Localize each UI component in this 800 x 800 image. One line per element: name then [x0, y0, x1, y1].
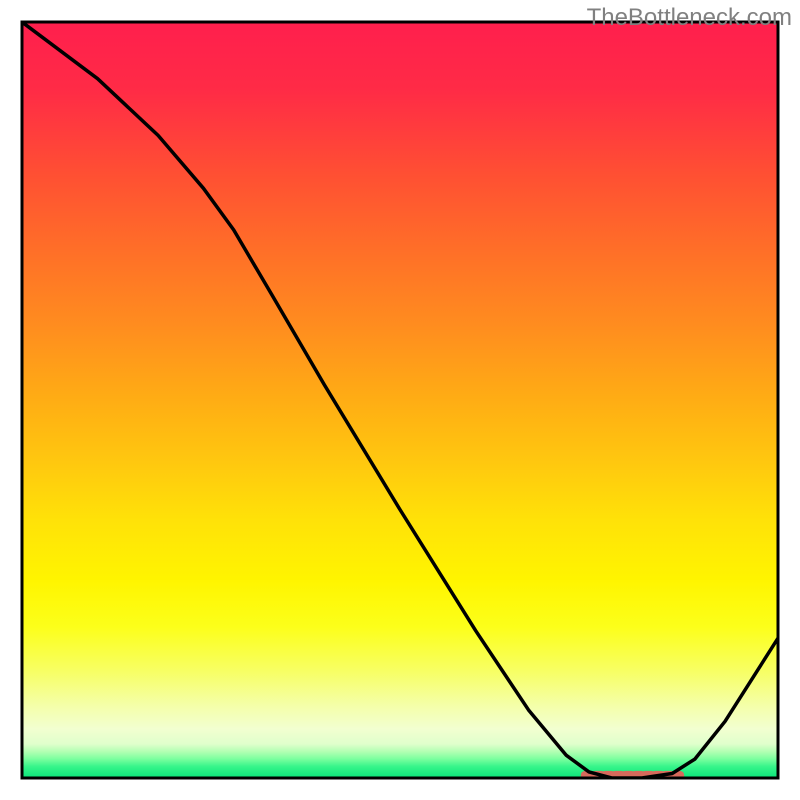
chart-container: TheBottleneck.com: [0, 0, 800, 800]
gradient-background: [22, 22, 778, 778]
attribution-label: TheBottleneck.com: [587, 4, 792, 32]
bottleneck-chart: [0, 0, 800, 800]
